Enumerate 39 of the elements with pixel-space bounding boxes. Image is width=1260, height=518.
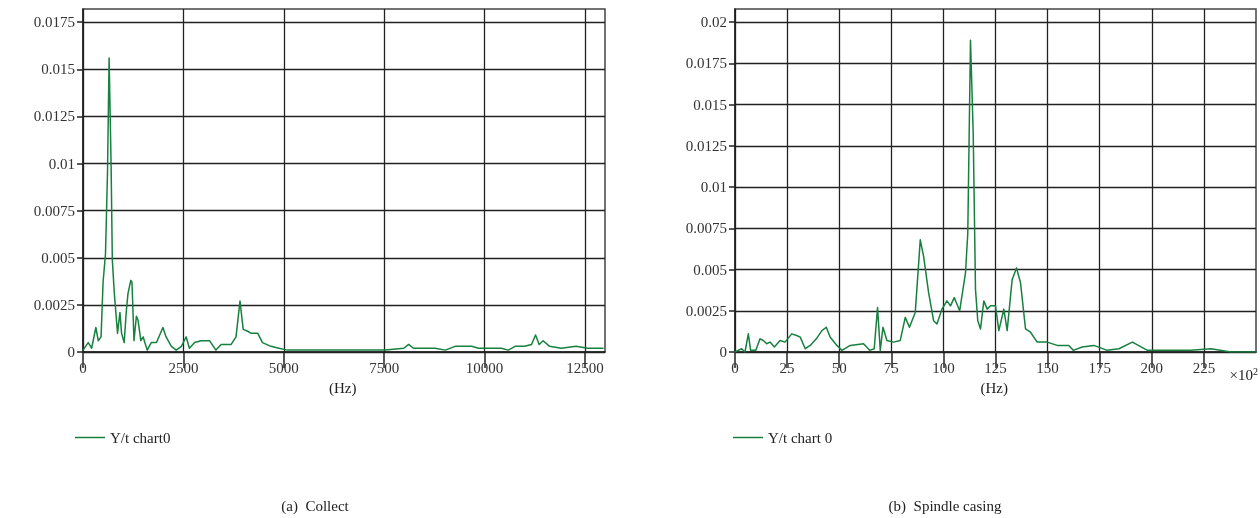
- y-tick-label: 0.005: [41, 249, 75, 266]
- y-tick-label: 0.02: [700, 14, 727, 31]
- y-tick-label: 0.015: [693, 96, 727, 113]
- x-tick-label: 2500: [168, 359, 199, 376]
- y-tick-label: 0.0025: [33, 296, 75, 313]
- x-tick-label: 50: [831, 359, 847, 376]
- y-tick-label: 0.0125: [685, 137, 727, 154]
- text: (b) Spindle casing: [888, 497, 1002, 515]
- y-tick-label: 0.01: [48, 155, 75, 172]
- x-tick-label: 12500: [566, 359, 604, 376]
- x-tick-label: 75: [883, 359, 899, 376]
- legend-label: Y/t chart 0: [768, 429, 833, 446]
- x-tick-label: 0: [731, 359, 739, 376]
- y-tick-label: 0: [67, 344, 75, 360]
- y-tick-label: 0: [719, 344, 727, 360]
- x-tick-label: 0: [79, 359, 87, 376]
- y-tick-label: 0.005: [693, 261, 727, 278]
- x-tick-label: 175: [1088, 359, 1111, 376]
- x-tick-label: 5000: [268, 359, 299, 376]
- x-tick-label: 125: [984, 359, 1007, 376]
- x-tick-label: 10000: [465, 359, 504, 376]
- y-tick-label: 0.0025: [685, 302, 727, 319]
- y-tick-label: 0.0175: [33, 14, 75, 31]
- legend-label: Y/t chart0: [110, 429, 171, 446]
- y-tick-label: 0.0075: [33, 202, 75, 219]
- x-tick-label: 100: [932, 359, 955, 376]
- x-axis-title: (Hz): [329, 379, 357, 397]
- x-tick-label: 7500: [369, 359, 400, 376]
- y-tick-label: 0.0125: [33, 108, 75, 125]
- y-tick-label: 0.0175: [685, 55, 727, 72]
- y-tick-label: 0.015: [41, 61, 75, 78]
- x-tick-label: 225: [1192, 359, 1216, 376]
- x-tick-label: 200: [1140, 359, 1164, 376]
- y-tick-label: 0.01: [700, 179, 727, 196]
- x-tick-label: 150: [1036, 359, 1059, 376]
- x-tick-label: 25: [779, 359, 795, 376]
- x-axis-title: (Hz): [980, 379, 1008, 397]
- y-tick-label: 0.0075: [685, 220, 727, 237]
- text: (a) Collect: [281, 497, 350, 515]
